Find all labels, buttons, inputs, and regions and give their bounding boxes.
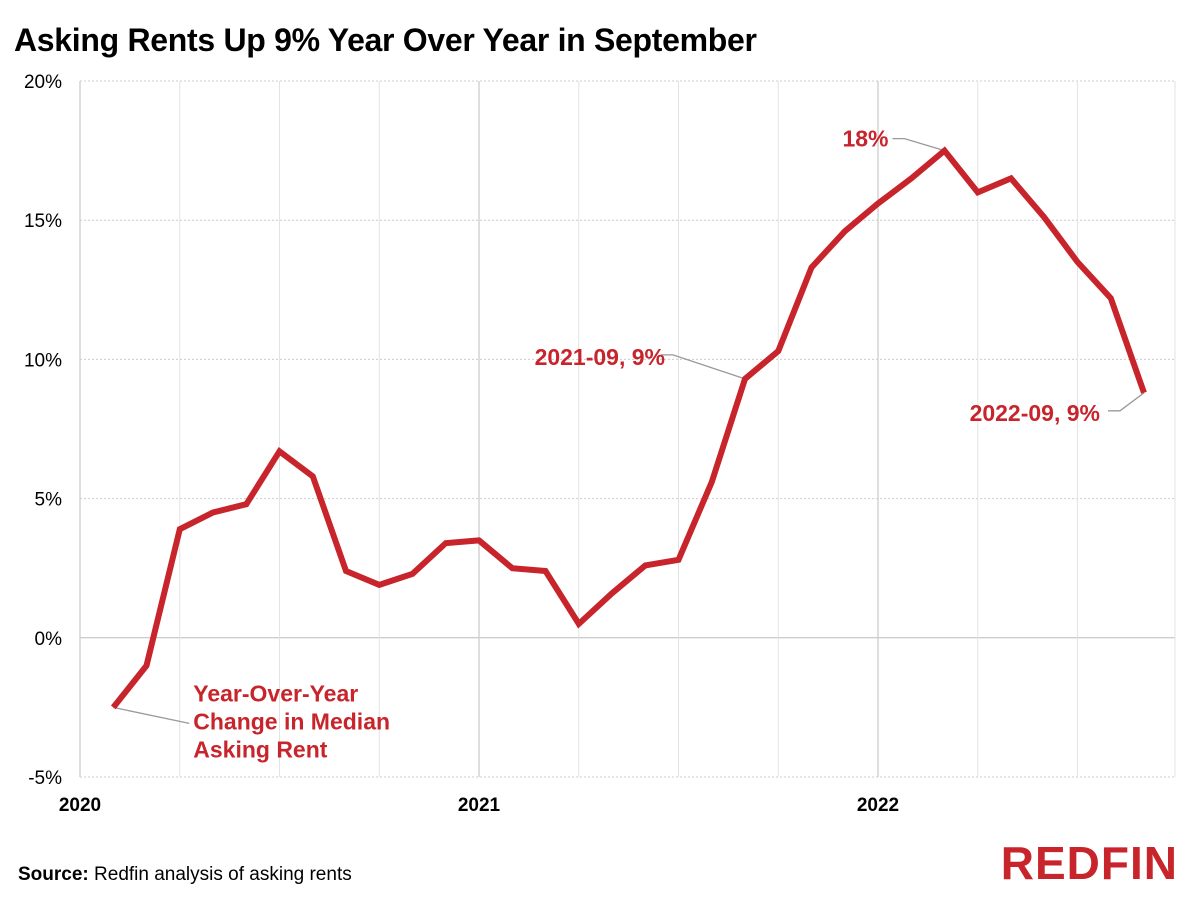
gridlines — [79, 80, 1176, 778]
series-legend-label: Year-Over-Year — [193, 680, 358, 706]
y-axis-tick-labels: -5% 0% 5% 10% 15% 20% — [24, 72, 62, 789]
annotation-leader — [661, 354, 746, 380]
annotation-leader-lines — [113, 137, 1145, 725]
y-tick-label: 10% — [24, 350, 62, 371]
y-tick-label: 0% — [35, 629, 63, 650]
y-tick-label: 15% — [24, 211, 62, 232]
redfin-logo: REDFIN — [1000, 837, 1178, 889]
annotation-label: 18% — [842, 126, 888, 152]
annotation-label: 2022-09, 9% — [970, 400, 1100, 426]
x-axis-tick-labels: 2020 2021 2022 — [59, 795, 899, 816]
y-tick-label: 5% — [35, 490, 63, 511]
source-note: Source: Redfin analysis of asking rents — [18, 864, 352, 886]
series-legend-label: Asking Rent — [193, 736, 328, 762]
annotations: 18% 2021-09, 9% 2022-09, 9% Year-Over-YearC… — [193, 126, 1100, 763]
annotation-leader — [892, 137, 945, 152]
x-tick-label: 2020 — [59, 795, 101, 816]
series-line — [110, 146, 1147, 710]
annotation-label: 2021-09, 9% — [535, 344, 665, 370]
y-tick-label: -5% — [28, 768, 62, 789]
annotation-leader — [113, 706, 190, 725]
series-lines — [110, 146, 1147, 710]
source-text: Redfin analysis of asking rents — [94, 864, 352, 885]
x-tick-label: 2021 — [458, 795, 501, 816]
source-label: Source: — [18, 864, 89, 885]
y-tick-label: 20% — [24, 72, 62, 93]
chart-title: Asking Rents Up 9% Year Over Year in Sep… — [14, 22, 757, 58]
x-tick-label: 2022 — [857, 795, 899, 816]
series-legend-label: Change in Median — [193, 708, 390, 734]
annotation-leader — [1108, 392, 1145, 412]
